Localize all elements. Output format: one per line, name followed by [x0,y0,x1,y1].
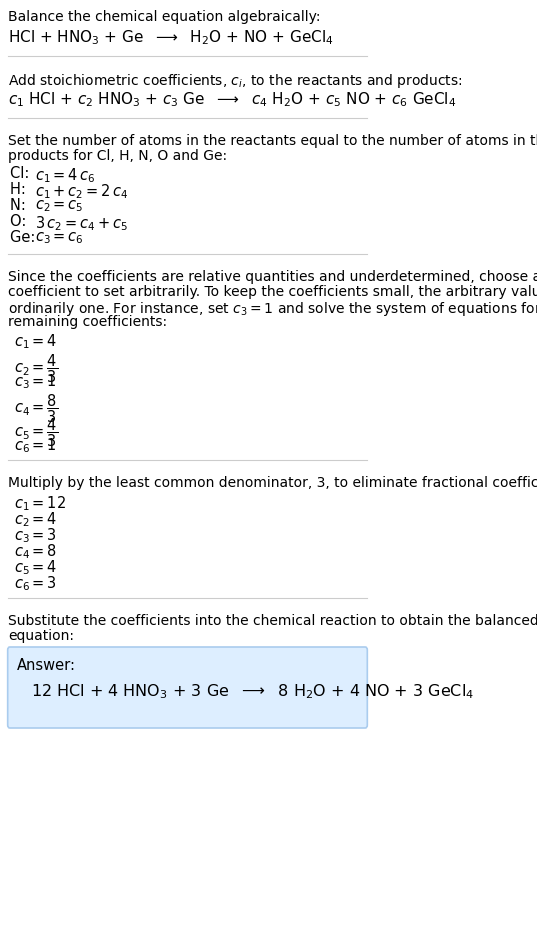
Text: $c_4 = \dfrac{8}{3}$: $c_4 = \dfrac{8}{3}$ [14,392,58,425]
Text: $c_3 = 3$: $c_3 = 3$ [14,526,57,544]
Text: Cl:: Cl: [10,166,34,181]
FancyBboxPatch shape [8,647,367,728]
Text: $c_5 = \dfrac{4}{3}$: $c_5 = \dfrac{4}{3}$ [14,416,58,448]
Text: $c_1$ HCl + $c_2$ HNO$_3$ + $c_3$ Ge  $\longrightarrow$  $c_4$ H$_2$O + $c_5$ NO: $c_1$ HCl + $c_2$ HNO$_3$ + $c_3$ Ge $\l… [9,90,457,109]
Text: $c_6 = 1$: $c_6 = 1$ [14,436,57,455]
Text: H:: H: [10,182,30,197]
Text: $c_2 = 4$: $c_2 = 4$ [14,510,57,528]
Text: Set the number of atoms in the reactants equal to the number of atoms in the: Set the number of atoms in the reactants… [9,134,537,148]
Text: $c_2 = \dfrac{4}{3}$: $c_2 = \dfrac{4}{3}$ [14,352,58,385]
Text: products for Cl, H, N, O and Ge:: products for Cl, H, N, O and Ge: [9,149,228,163]
Text: Substitute the coefficients into the chemical reaction to obtain the balanced: Substitute the coefficients into the che… [9,614,537,628]
Text: remaining coefficients:: remaining coefficients: [9,315,168,329]
Text: O:: O: [10,214,31,229]
Text: $c_3 = c_6$: $c_3 = c_6$ [35,230,84,246]
Text: Add stoichiometric coefficients, $c_i$, to the reactants and products:: Add stoichiometric coefficients, $c_i$, … [9,72,463,90]
Text: Answer:: Answer: [17,658,76,673]
Text: Multiply by the least common denominator, 3, to eliminate fractional coefficient: Multiply by the least common denominator… [9,476,537,490]
Text: ordinarily one. For instance, set $c_3 = 1$ and solve the system of equations fo: ordinarily one. For instance, set $c_3 =… [9,300,537,318]
Text: $c_4 = 8$: $c_4 = 8$ [14,542,57,561]
Text: $c_1 = 4$: $c_1 = 4$ [14,332,57,350]
Text: Since the coefficients are relative quantities and underdetermined, choose a: Since the coefficients are relative quan… [9,270,537,284]
Text: HCl + HNO$_3$ + Ge  $\longrightarrow$  H$_2$O + NO + GeCl$_4$: HCl + HNO$_3$ + Ge $\longrightarrow$ H$_… [9,28,334,47]
Text: $c_1 = 4\,c_6$: $c_1 = 4\,c_6$ [35,166,96,185]
Text: coefficient to set arbitrarily. To keep the coefficients small, the arbitrary va: coefficient to set arbitrarily. To keep … [9,285,537,299]
Text: $c_1 + c_2 = 2\,c_4$: $c_1 + c_2 = 2\,c_4$ [35,182,128,200]
Text: $3\,c_2 = c_4 + c_5$: $3\,c_2 = c_4 + c_5$ [35,214,128,233]
Text: equation:: equation: [9,629,75,643]
Text: $c_3 = 1$: $c_3 = 1$ [14,372,57,391]
Text: $c_2 = c_5$: $c_2 = c_5$ [35,198,84,213]
Text: Ge:: Ge: [10,230,40,245]
Text: $c_6 = 3$: $c_6 = 3$ [14,574,57,593]
Text: $c_1 = 12$: $c_1 = 12$ [14,494,66,513]
Text: N:: N: [10,198,30,213]
Text: $c_5 = 4$: $c_5 = 4$ [14,558,57,577]
Text: 12 HCl + 4 HNO$_3$ + 3 Ge  $\longrightarrow$  8 H$_2$O + 4 NO + 3 GeCl$_4$: 12 HCl + 4 HNO$_3$ + 3 Ge $\longrightarr… [31,682,474,701]
Text: Balance the chemical equation algebraically:: Balance the chemical equation algebraica… [9,10,321,24]
